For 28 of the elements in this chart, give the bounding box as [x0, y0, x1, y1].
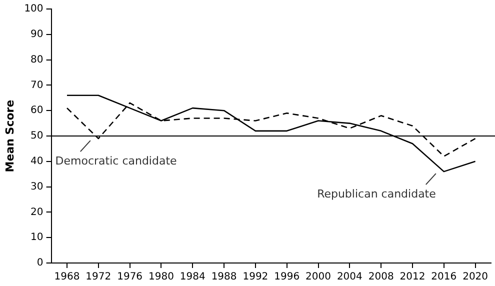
y-tick-label: 100	[24, 4, 44, 15]
x-tick-label: 1968	[54, 272, 80, 283]
y-tick-label: 80	[30, 54, 44, 66]
y-tick-label: 90	[30, 28, 44, 40]
x-tick-label: 1972	[86, 272, 112, 283]
x-tick-label: 1996	[274, 272, 300, 283]
x-tick-label: 2012	[400, 272, 426, 283]
x-tick-label: 2008	[368, 272, 394, 283]
y-tick-label: 60	[30, 105, 44, 116]
y-tick-label: 0	[36, 258, 44, 269]
y-tick-label: 30	[30, 181, 44, 192]
y-axis-title: Mean Score	[3, 100, 16, 172]
y-tick-label: 70	[30, 80, 44, 91]
x-tick-label: 1976	[117, 272, 143, 283]
x-tick-label: 1984	[180, 272, 206, 283]
x-tick-label: 2016	[431, 272, 457, 283]
x-tick-label: 2004	[336, 272, 362, 283]
x-tick-label: 1980	[148, 272, 174, 283]
annotation: Republican candidate	[317, 188, 436, 201]
annotation: Democratic candidate	[55, 154, 178, 168]
y-tick-label: 50	[30, 130, 44, 142]
x-tick-label: 1988	[211, 272, 237, 283]
x-tick-label: 2000	[306, 272, 331, 283]
x-tick-label: 1992	[242, 272, 268, 283]
y-tick-label: 20	[30, 206, 44, 218]
y-tick-label: 10	[30, 232, 44, 244]
y-tick-label: 40	[30, 156, 44, 167]
x-tick-label: 2020	[462, 272, 488, 283]
